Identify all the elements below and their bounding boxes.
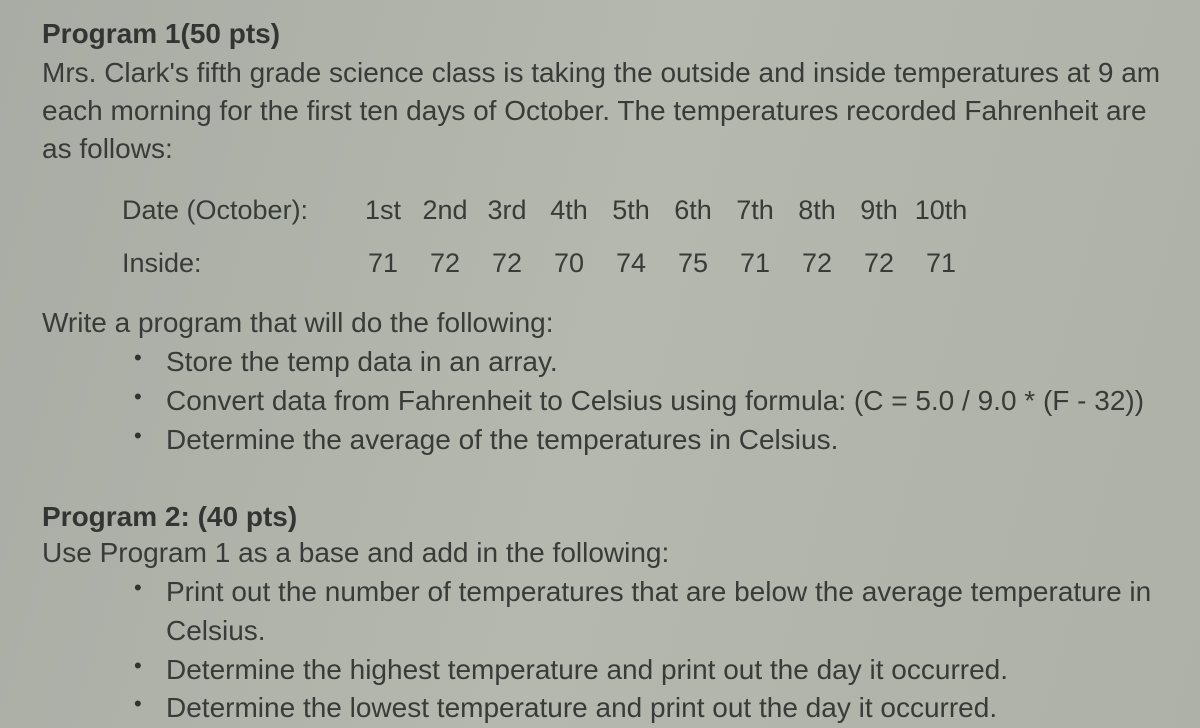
temp-cell: 75 <box>662 242 724 285</box>
list-item: Convert data from Fahrenheit to Celsius … <box>134 382 1166 421</box>
document-page: Program 1(50 pts) Mrs. Clark's fifth gra… <box>0 0 1200 728</box>
program1-task-list: Store the temp data in an array. Convert… <box>42 343 1166 459</box>
temperature-table: Date (October): 1st 2nd 3rd 4th 5th 6th … <box>122 189 972 285</box>
program2-intro: Use Program 1 as a base and add in the f… <box>42 537 1166 569</box>
date-cell: 4th <box>538 189 600 232</box>
date-cell: 9th <box>848 189 910 232</box>
program2-task-list: Print out the number of temperatures tha… <box>42 573 1166 728</box>
program2-heading: Program 2: (40 pts) <box>42 501 1166 533</box>
temp-cell: 70 <box>538 242 600 285</box>
table-row-dates: Date (October): 1st 2nd 3rd 4th 5th 6th … <box>122 189 972 232</box>
list-item: Determine the highest temperature and pr… <box>134 651 1166 690</box>
row-label-date: Date (October): <box>122 189 352 232</box>
program1-tasks-lead: Write a program that will do the followi… <box>42 307 1166 339</box>
temp-cell: 74 <box>600 242 662 285</box>
program1-intro: Mrs. Clark's fifth grade science class i… <box>42 54 1166 167</box>
date-cell: 6th <box>662 189 724 232</box>
temp-cell: 72 <box>786 242 848 285</box>
temp-cell: 72 <box>476 242 538 285</box>
date-cell: 7th <box>724 189 786 232</box>
list-item: Determine the average of the temperature… <box>134 421 1166 460</box>
list-item: Determine the lowest temperature and pri… <box>134 689 1166 728</box>
temp-cell: 72 <box>848 242 910 285</box>
temp-cell: 71 <box>910 242 972 285</box>
temp-cell: 72 <box>414 242 476 285</box>
date-cell: 8th <box>786 189 848 232</box>
table-row-inside: Inside: 71 72 72 70 74 75 71 72 72 71 <box>122 242 972 285</box>
row-label-inside: Inside: <box>122 242 352 285</box>
temp-cell: 71 <box>724 242 786 285</box>
date-cell: 2nd <box>414 189 476 232</box>
program1-heading: Program 1(50 pts) <box>42 18 1166 50</box>
temp-cell: 71 <box>352 242 414 285</box>
date-cell: 1st <box>352 189 414 232</box>
list-item: Print out the number of temperatures tha… <box>134 573 1166 650</box>
date-cell: 3rd <box>476 189 538 232</box>
date-cell: 10th <box>910 189 972 232</box>
list-item: Store the temp data in an array. <box>134 343 1166 382</box>
date-cell: 5th <box>600 189 662 232</box>
